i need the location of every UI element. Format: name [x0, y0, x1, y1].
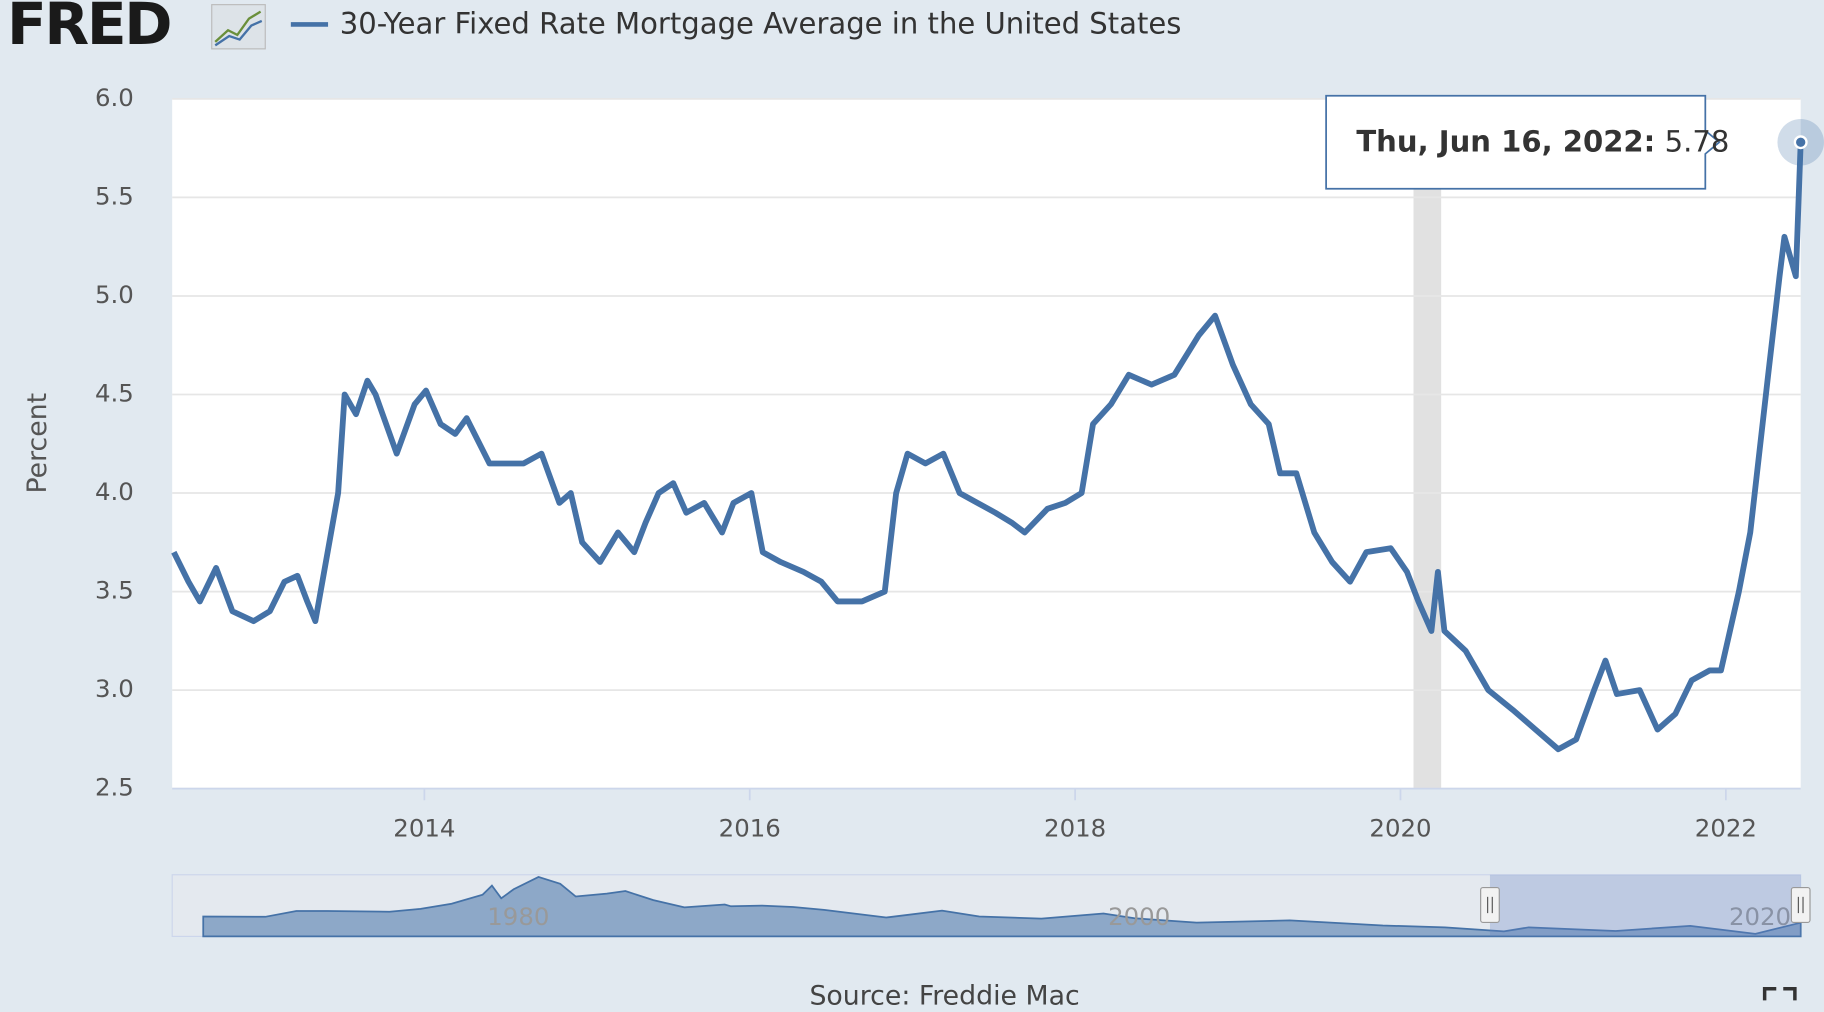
navigator-tick-label: 2000 — [1108, 902, 1170, 931]
y-tick-label: 2.5 — [95, 773, 134, 802]
x-tick-label: 2022 — [1695, 813, 1757, 842]
navigator-handle[interactable] — [1790, 886, 1811, 924]
y-tick-label: 5.0 — [95, 280, 134, 309]
navigator-tick-label: 2020 — [1729, 902, 1791, 931]
x-tick-label: 2014 — [393, 813, 455, 842]
series-line — [171, 142, 1804, 753]
navigator-tick-label: 1980 — [487, 902, 549, 931]
y-tick-label: 3.5 — [95, 576, 134, 605]
navigator-area — [202, 875, 1802, 938]
source: Source: Freddie Mac — [809, 980, 1079, 1011]
fullscreen-icon[interactable] — [1762, 986, 1797, 1001]
x-tick-label: 2020 — [1369, 813, 1431, 842]
navigator-selection — [1489, 874, 1801, 937]
y-tick-label: 5.5 — [95, 181, 134, 210]
y-axis-label: Percent — [22, 393, 53, 494]
tooltip: Thu, Jun 16, 2022: 5.78 — [1325, 94, 1729, 190]
tooltip-box — [1325, 94, 1721, 190]
tooltip-value: 5.78 — [1665, 124, 1730, 158]
tooltip-date: Thu, Jun 16, 2022: — [1356, 124, 1655, 158]
x-tick-label: 2016 — [719, 813, 781, 842]
y-tick-label: 3.0 — [95, 674, 134, 703]
logo-icon — [211, 4, 266, 50]
y-tick-label: 6.0 — [95, 83, 134, 112]
y-tick-label: 4.0 — [95, 477, 134, 506]
x-tick-label: 2018 — [1044, 813, 1106, 842]
recession-band — [1413, 98, 1442, 789]
handle-body — [1790, 886, 1811, 924]
tooltip-text: Thu, Jun 16, 2022: 5.78 — [1356, 124, 1729, 158]
legend-label: 30-Year Fixed Rate Mortgage Average in t… — [340, 7, 1182, 41]
plot-area — [172, 98, 1801, 789]
y-tick-label: 4.5 — [95, 378, 134, 407]
plot: 2.5 3.0 3.5 4.0 4.5 5.0 5.5 6.0 2014 2016 2018 2020… — [95, 83, 1824, 938]
navigator-handle[interactable] — [1480, 886, 1500, 924]
logo: FRED — [7, 0, 170, 58]
handle-body — [1480, 886, 1500, 924]
hover-point — [1793, 135, 1808, 150]
